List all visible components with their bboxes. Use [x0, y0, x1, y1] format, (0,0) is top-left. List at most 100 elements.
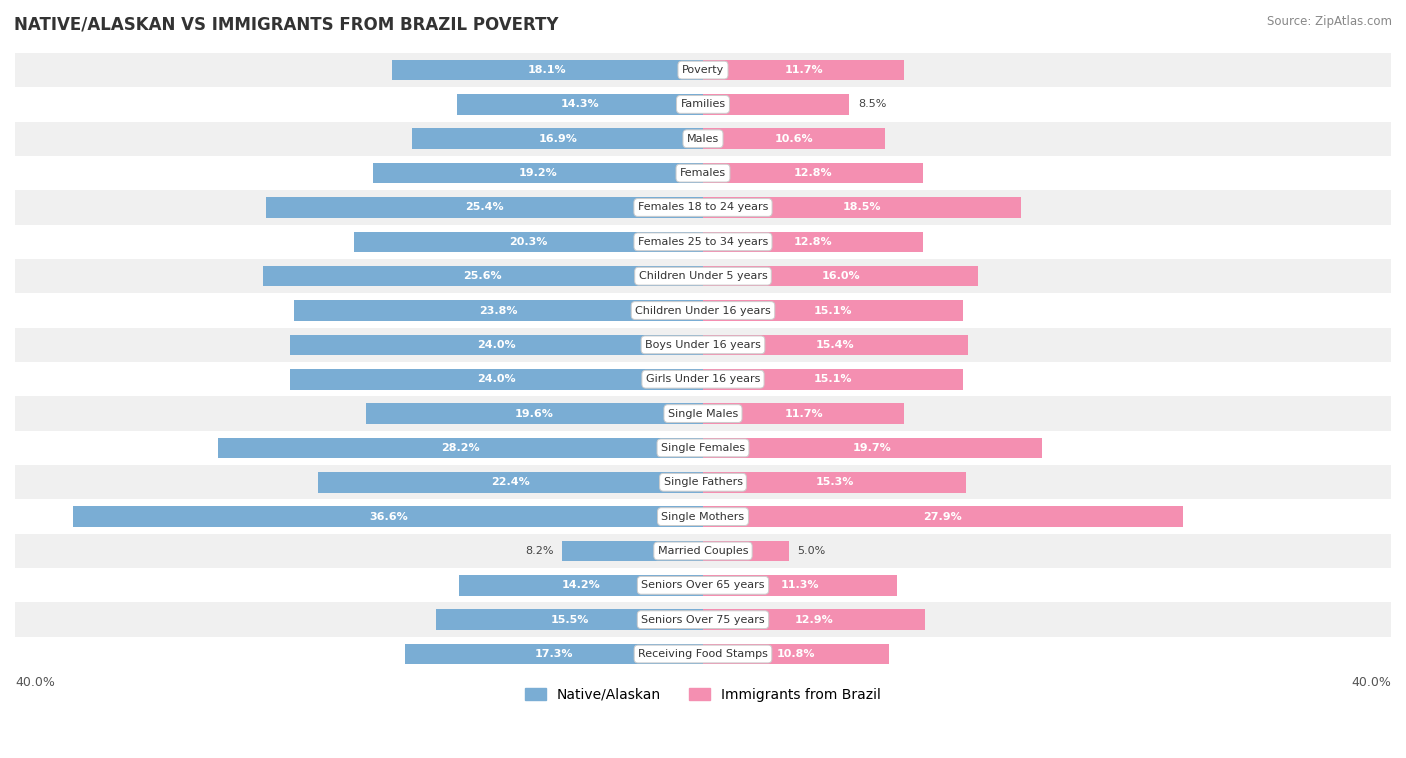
Bar: [703, 60, 904, 80]
Bar: [703, 540, 789, 561]
Bar: [392, 60, 703, 80]
Text: 12.8%: 12.8%: [794, 168, 832, 178]
Bar: [15, 190, 1391, 224]
Text: 24.0%: 24.0%: [477, 374, 516, 384]
Bar: [458, 575, 703, 596]
Bar: [405, 644, 703, 664]
Text: 22.4%: 22.4%: [491, 478, 530, 487]
Bar: [15, 362, 1391, 396]
Text: 11.7%: 11.7%: [785, 65, 823, 75]
Text: 12.8%: 12.8%: [794, 236, 832, 247]
Text: Children Under 5 years: Children Under 5 years: [638, 271, 768, 281]
Text: Single Females: Single Females: [661, 443, 745, 453]
Text: 36.6%: 36.6%: [368, 512, 408, 522]
Text: Poverty: Poverty: [682, 65, 724, 75]
Text: Receiving Food Stamps: Receiving Food Stamps: [638, 649, 768, 659]
Text: 15.1%: 15.1%: [814, 305, 852, 315]
Bar: [703, 575, 897, 596]
Bar: [15, 431, 1391, 465]
Text: 14.2%: 14.2%: [561, 581, 600, 590]
Bar: [703, 403, 904, 424]
Bar: [15, 259, 1391, 293]
Bar: [412, 128, 703, 149]
Text: 15.4%: 15.4%: [815, 340, 855, 350]
Bar: [703, 197, 1021, 218]
Bar: [290, 334, 703, 356]
Text: 10.8%: 10.8%: [776, 649, 815, 659]
Bar: [15, 500, 1391, 534]
Bar: [73, 506, 703, 527]
Bar: [703, 437, 1042, 459]
Bar: [703, 334, 967, 356]
Text: 17.3%: 17.3%: [534, 649, 574, 659]
Bar: [703, 163, 924, 183]
Text: 12.9%: 12.9%: [794, 615, 834, 625]
Bar: [15, 568, 1391, 603]
Text: 11.3%: 11.3%: [780, 581, 820, 590]
Bar: [703, 266, 979, 287]
Text: 25.4%: 25.4%: [465, 202, 503, 212]
Bar: [366, 403, 703, 424]
Text: 18.5%: 18.5%: [842, 202, 882, 212]
Bar: [15, 53, 1391, 87]
Bar: [15, 465, 1391, 500]
Bar: [15, 156, 1391, 190]
Bar: [15, 293, 1391, 327]
Text: 19.6%: 19.6%: [515, 409, 554, 418]
Bar: [436, 609, 703, 630]
Text: Seniors Over 65 years: Seniors Over 65 years: [641, 581, 765, 590]
Legend: Native/Alaskan, Immigrants from Brazil: Native/Alaskan, Immigrants from Brazil: [520, 682, 886, 707]
Text: Females 25 to 34 years: Females 25 to 34 years: [638, 236, 768, 247]
Bar: [703, 609, 925, 630]
Text: Seniors Over 75 years: Seniors Over 75 years: [641, 615, 765, 625]
Text: Single Males: Single Males: [668, 409, 738, 418]
Text: 23.8%: 23.8%: [479, 305, 517, 315]
Text: 15.3%: 15.3%: [815, 478, 853, 487]
Bar: [15, 534, 1391, 568]
Text: Males: Males: [688, 133, 718, 144]
Text: Single Fathers: Single Fathers: [664, 478, 742, 487]
Text: Families: Families: [681, 99, 725, 109]
Bar: [218, 437, 703, 459]
Bar: [266, 197, 703, 218]
Bar: [457, 94, 703, 114]
Bar: [318, 472, 703, 493]
Bar: [354, 231, 703, 252]
Text: 16.9%: 16.9%: [538, 133, 576, 144]
Text: 14.3%: 14.3%: [561, 99, 599, 109]
Bar: [15, 121, 1391, 156]
Bar: [703, 369, 963, 390]
Text: 24.0%: 24.0%: [477, 340, 516, 350]
Bar: [294, 300, 703, 321]
Text: 27.9%: 27.9%: [924, 512, 962, 522]
Bar: [562, 540, 703, 561]
Text: Single Mothers: Single Mothers: [661, 512, 745, 522]
Text: Married Couples: Married Couples: [658, 546, 748, 556]
Text: 28.2%: 28.2%: [441, 443, 479, 453]
Text: 19.2%: 19.2%: [519, 168, 557, 178]
Text: Source: ZipAtlas.com: Source: ZipAtlas.com: [1267, 15, 1392, 28]
Bar: [263, 266, 703, 287]
Text: 18.1%: 18.1%: [529, 65, 567, 75]
Bar: [703, 644, 889, 664]
Text: 19.7%: 19.7%: [853, 443, 891, 453]
Bar: [703, 300, 963, 321]
Text: 25.6%: 25.6%: [464, 271, 502, 281]
Bar: [15, 637, 1391, 671]
Text: 40.0%: 40.0%: [1351, 676, 1391, 689]
Bar: [373, 163, 703, 183]
Text: Females: Females: [681, 168, 725, 178]
Text: 20.3%: 20.3%: [509, 236, 547, 247]
Text: 15.1%: 15.1%: [814, 374, 852, 384]
Text: NATIVE/ALASKAN VS IMMIGRANTS FROM BRAZIL POVERTY: NATIVE/ALASKAN VS IMMIGRANTS FROM BRAZIL…: [14, 15, 558, 33]
Bar: [703, 231, 924, 252]
Text: 11.7%: 11.7%: [785, 409, 823, 418]
Bar: [15, 224, 1391, 259]
Bar: [703, 506, 1182, 527]
Text: 8.5%: 8.5%: [858, 99, 886, 109]
Bar: [15, 327, 1391, 362]
Bar: [703, 94, 849, 114]
Text: Children Under 16 years: Children Under 16 years: [636, 305, 770, 315]
Text: 8.2%: 8.2%: [524, 546, 554, 556]
Text: Boys Under 16 years: Boys Under 16 years: [645, 340, 761, 350]
